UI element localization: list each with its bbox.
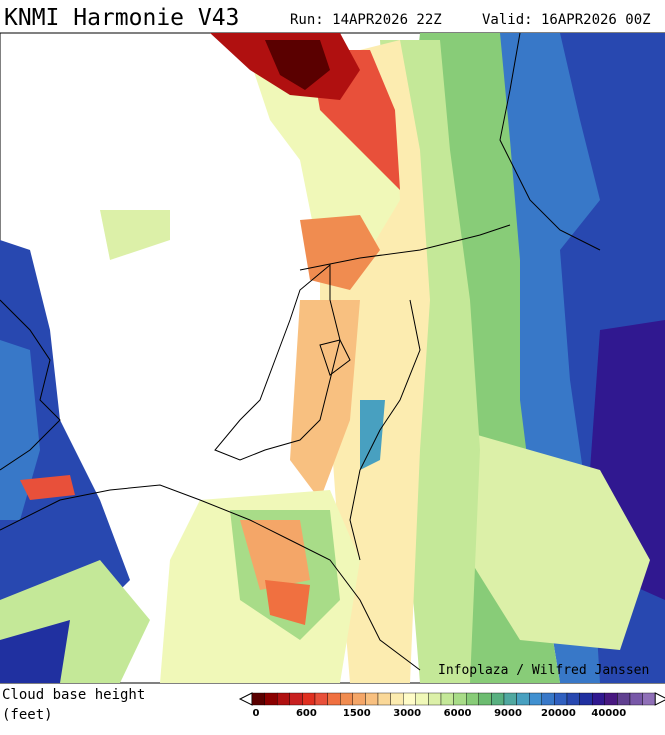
- colorbar-segment: [251, 692, 265, 706]
- colorbar-segment: [365, 692, 379, 706]
- colorbar-segment: [529, 692, 543, 706]
- colorbar-segment: [390, 692, 404, 706]
- valid-time: Valid: 16APR2026 00Z: [482, 12, 651, 28]
- colorbar-segment: [541, 692, 555, 706]
- colorbar-segment: [264, 692, 278, 706]
- legend-title: Cloud base height: [2, 687, 145, 703]
- colorbar-segment: [592, 692, 606, 706]
- colorbar-segment: [453, 692, 467, 706]
- map: Infoplaza / Wilfred Janssen: [0, 32, 665, 684]
- colorbar-segment: [377, 692, 391, 706]
- legend-units: (feet): [2, 707, 53, 723]
- colorbar-segment: [503, 692, 517, 706]
- coastlines: [0, 33, 601, 671]
- colorbar-arrow-left: [238, 692, 253, 706]
- colorbar-segment: [302, 692, 316, 706]
- colorbar-segment: [352, 692, 366, 706]
- colorbar-tick-label: 40000: [591, 708, 626, 719]
- run-time: Run: 14APR2026 22Z: [290, 12, 442, 28]
- colorbar-tick-label: 600: [296, 708, 317, 719]
- colorbar-segment: [327, 692, 341, 706]
- colorbar-tick-label: 3000: [393, 708, 421, 719]
- colorbar-segment: [516, 692, 530, 706]
- colorbar-segment: [289, 692, 303, 706]
- colorbar-segment: [617, 692, 631, 706]
- colorbar-segment: [277, 692, 291, 706]
- colorbar-tick-label: 9000: [494, 708, 522, 719]
- colorbar-segment: [478, 692, 492, 706]
- colorbar-segment: [579, 692, 593, 706]
- colorbar-arrow-right: [654, 692, 665, 706]
- colorbar-segment: [629, 692, 643, 706]
- colorbar-segment: [604, 692, 618, 706]
- colorbar-tick-label: 6000: [444, 708, 472, 719]
- colorbar-segment: [440, 692, 454, 706]
- colorbar-segment: [403, 692, 417, 706]
- colorbar-segment: [314, 692, 328, 706]
- colorbar-segment: [554, 692, 568, 706]
- colorbar-segment: [466, 692, 480, 706]
- cloud-field: [0, 33, 665, 683]
- colorbar-tick-label: 20000: [541, 708, 576, 719]
- colorbar-segment: [340, 692, 354, 706]
- colorbar-segment: [642, 692, 656, 706]
- colorbar-segment: [415, 692, 429, 706]
- title: KNMI Harmonie V43: [4, 5, 239, 31]
- credit: Infoplaza / Wilfred Janssen: [438, 663, 649, 678]
- colorbar-segment: [566, 692, 580, 706]
- colorbar-segment: [491, 692, 505, 706]
- colorbar-tick-label: 0: [253, 708, 260, 719]
- colorbar-segment: [428, 692, 442, 706]
- colorbar-tick-label: 1500: [343, 708, 371, 719]
- colorbar: 0 600 1500 3000 6000 9000 20000 40000: [238, 692, 665, 719]
